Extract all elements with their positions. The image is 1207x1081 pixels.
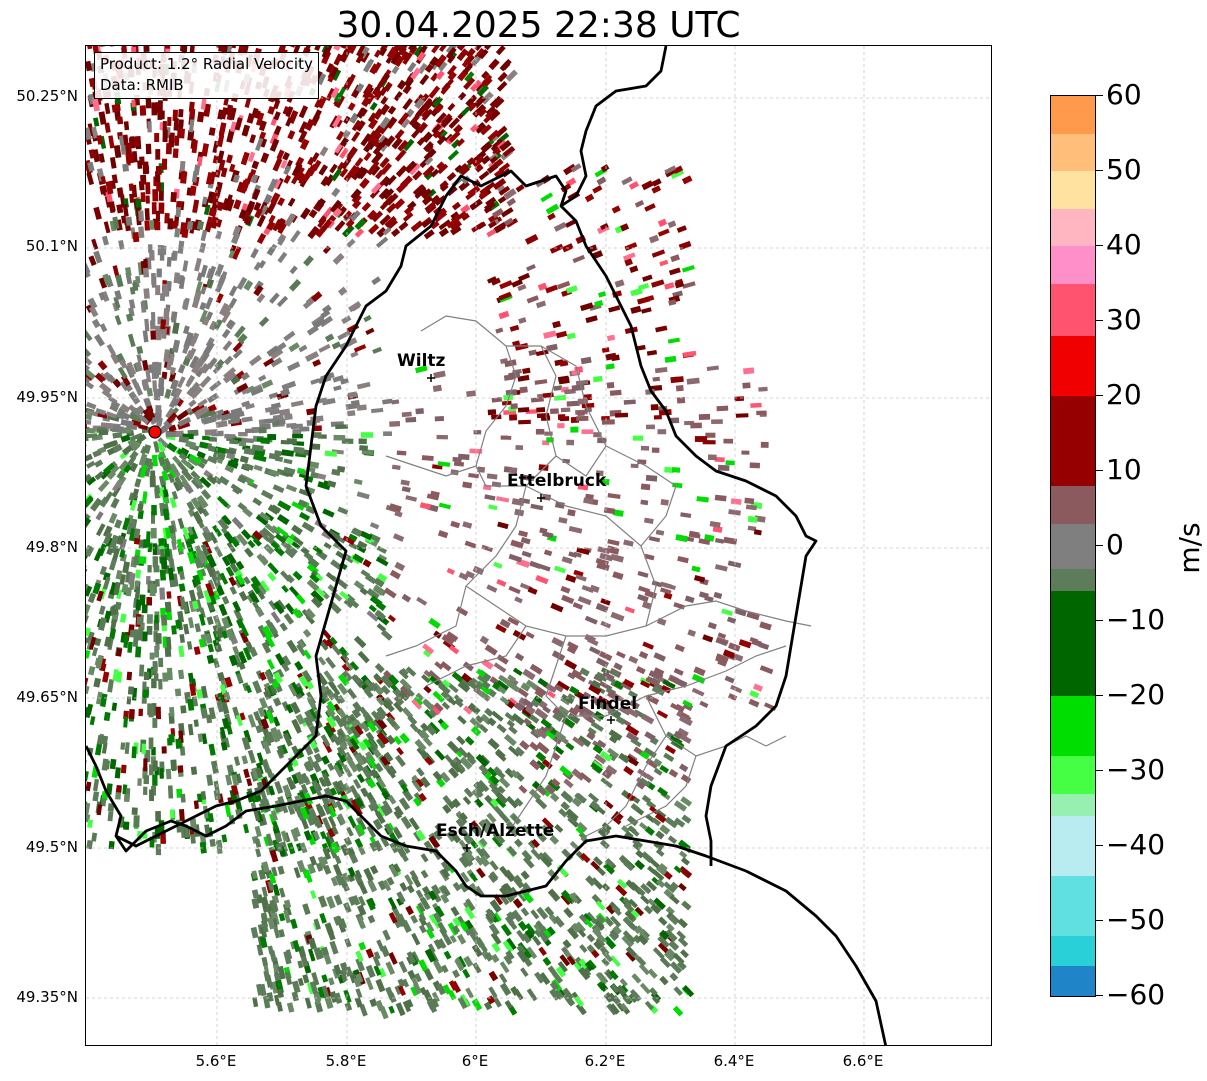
lon-tick-label: 6°E <box>461 1052 489 1070</box>
colorbar-segment <box>1051 966 1095 996</box>
colorbar-tick-label: 20 <box>1106 378 1142 411</box>
city-label-findel: Findel <box>578 694 638 714</box>
lat-tick-label: 49.35°N <box>16 988 78 1006</box>
lon-tick-label: 6.2°E <box>584 1052 626 1070</box>
colorbar-tick-mark <box>1096 395 1103 396</box>
city-label-wiltz: Wiltz <box>397 351 446 371</box>
city-markers <box>427 374 615 852</box>
colorbar-segment <box>1051 208 1095 247</box>
lat-tick-label: 49.5°N <box>25 838 78 856</box>
radar-site-marker[interactable] <box>148 425 162 439</box>
colorbar-segment <box>1051 696 1095 757</box>
data-source-label: Data: RMIB <box>100 76 184 94</box>
colorbar-segment <box>1051 568 1095 592</box>
colorbar-segment <box>1051 523 1095 569</box>
colorbar-segment <box>1051 936 1095 967</box>
colorbar-segment <box>1051 816 1095 877</box>
lat-tick-label: 50.25°N <box>16 87 78 105</box>
colorbar-tick-label: 40 <box>1106 228 1142 261</box>
velocity-colorbar <box>1050 95 1096 997</box>
lon-tick-label: 6.6°E <box>842 1052 884 1070</box>
colorbar-tick-mark <box>1096 620 1103 621</box>
colorbar-tick-mark <box>1096 95 1103 96</box>
lon-tick-label: 5.8°E <box>325 1052 367 1070</box>
gridlines <box>86 46 991 1045</box>
colorbar-unit-label: m/s <box>1173 522 1206 574</box>
lat-tick-label: 49.95°N <box>16 388 78 406</box>
colorbar-tick-mark <box>1096 695 1103 696</box>
colorbar-segment <box>1051 96 1095 134</box>
colorbar-tick-label: 10 <box>1106 453 1142 486</box>
colorbar-tick-mark <box>1096 920 1103 921</box>
colorbar-segment <box>1051 171 1095 209</box>
product-label: Product: 1.2° Radial Velocity <box>100 55 313 73</box>
colorbar-tick-label: 30 <box>1106 303 1142 336</box>
colorbar-segment <box>1051 793 1095 817</box>
colorbar-segment <box>1051 283 1095 337</box>
colorbar-tick-mark <box>1096 545 1103 546</box>
colorbar-tick-mark <box>1096 845 1103 846</box>
colorbar-segment <box>1051 591 1095 697</box>
colorbar-tick-mark <box>1096 320 1103 321</box>
colorbar-segment <box>1051 133 1095 172</box>
colorbar-tick-label: −30 <box>1106 753 1166 786</box>
lat-tick-label: 49.8°N <box>25 538 78 556</box>
map-area[interactable] <box>85 45 992 1046</box>
colorbar-segment <box>1051 876 1095 937</box>
colorbar-tick-label: 60 <box>1106 78 1142 111</box>
radar-echoes <box>86 46 777 1020</box>
lat-tick-label: 50.1°N <box>25 237 78 255</box>
colorbar-tick-label: −60 <box>1106 978 1166 1011</box>
map-canvas <box>86 46 991 1045</box>
country-borders <box>86 46 887 1045</box>
colorbar-segment <box>1051 246 1095 284</box>
colorbar-tick-mark <box>1096 470 1103 471</box>
lat-tick-label: 49.65°N <box>16 688 78 706</box>
colorbar-segment <box>1051 336 1095 397</box>
colorbar-segment <box>1051 756 1095 794</box>
lon-tick-label: 5.6°E <box>195 1052 237 1070</box>
colorbar-tick-mark <box>1096 770 1103 771</box>
canton-borders <box>385 315 812 837</box>
colorbar-tick-label: −20 <box>1106 678 1166 711</box>
colorbar-tick-label: 50 <box>1106 153 1142 186</box>
colorbar-segment <box>1051 396 1095 487</box>
colorbar-segment <box>1051 486 1095 524</box>
colorbar-tick-label: −10 <box>1106 603 1166 636</box>
colorbar-tick-label: −50 <box>1106 903 1166 936</box>
colorbar-tick-mark <box>1096 995 1103 996</box>
colorbar-tick-mark <box>1096 170 1103 171</box>
city-label-ettelbruck: Ettelbruck <box>507 471 607 491</box>
product-info-box: Product: 1.2° Radial Velocity Data: RMIB <box>94 52 319 99</box>
lon-tick-label: 6.4°E <box>713 1052 755 1070</box>
map-title: 30.04.2025 22:38 UTC <box>336 5 741 46</box>
colorbar-tick-label: −40 <box>1106 828 1166 861</box>
colorbar-tick-mark <box>1096 245 1103 246</box>
city-label-esch-alzette: Esch/Alzette <box>436 821 555 841</box>
colorbar-tick-label: 0 <box>1106 528 1124 561</box>
